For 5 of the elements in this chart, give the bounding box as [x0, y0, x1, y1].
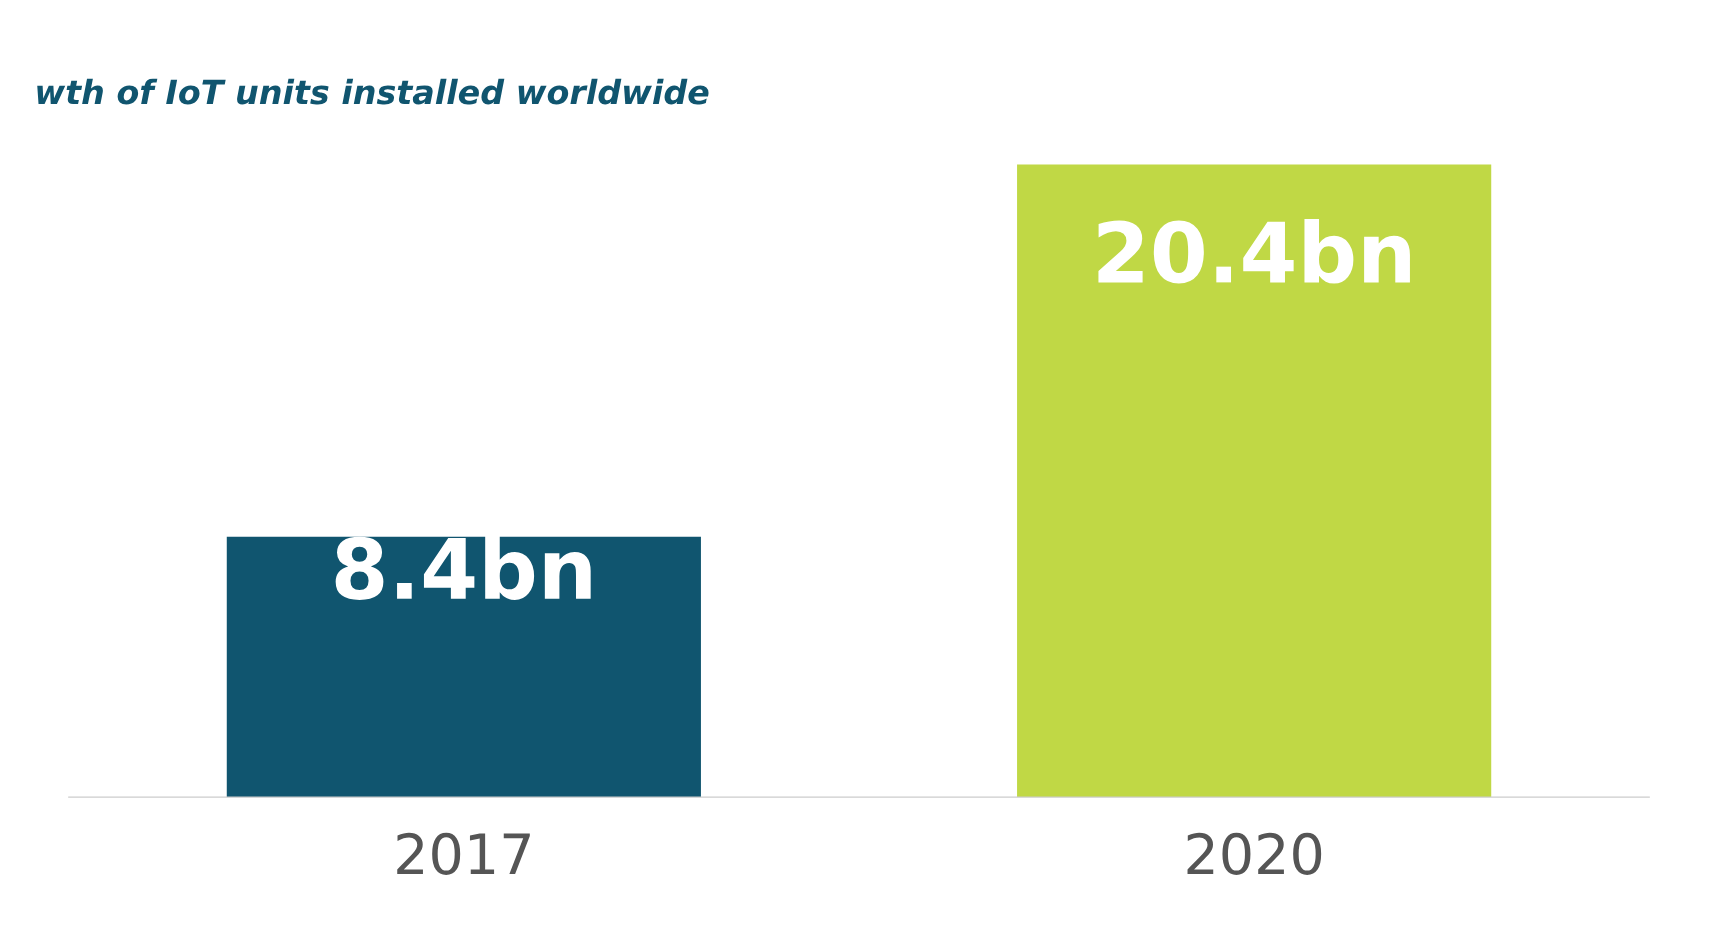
x-tick-label: 2017 [397, 832, 530, 875]
data-label: 8.4bn [335, 535, 591, 600]
data-label: 20.4bn [1098, 219, 1410, 284]
x-tick-label: 2020 [1187, 832, 1322, 875]
chart-title: wth of IoT units installed worldwide [37, 78, 709, 105]
